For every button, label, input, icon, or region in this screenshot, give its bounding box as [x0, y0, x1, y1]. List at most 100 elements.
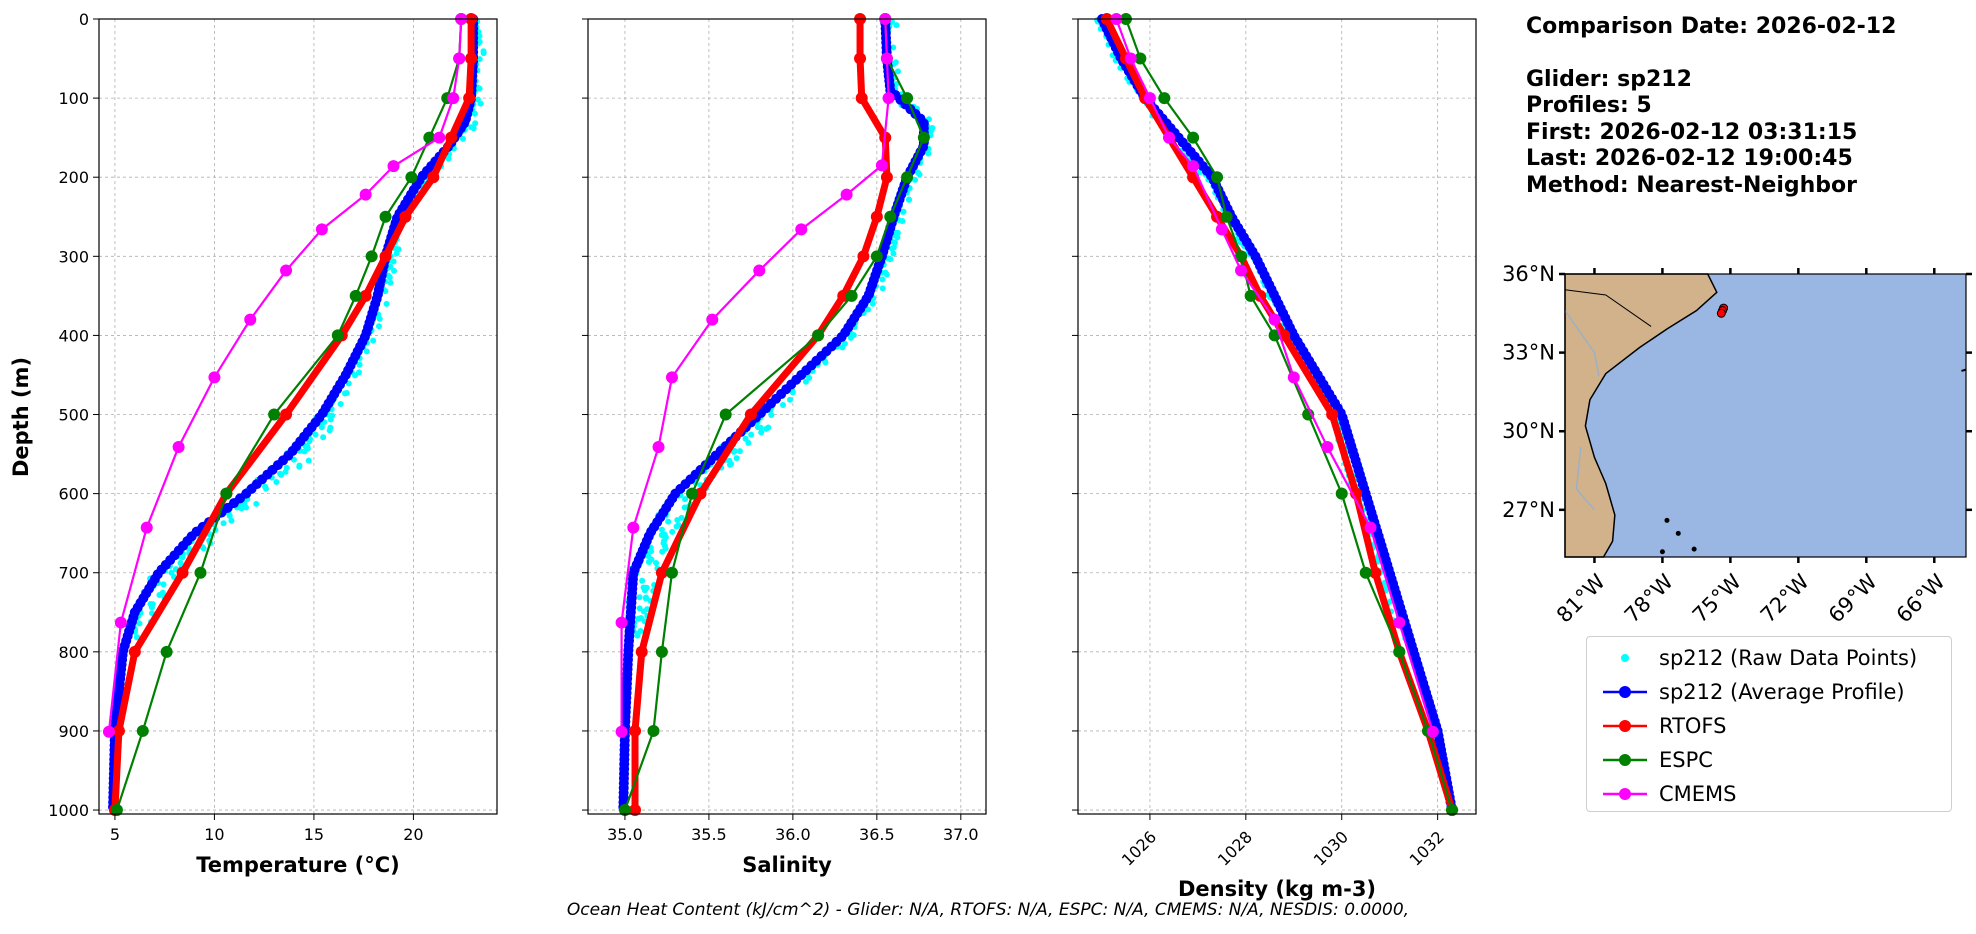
series-marker-espc — [665, 566, 678, 579]
legend-label-espc: ESPC — [1659, 748, 1713, 772]
axes-frame — [1077, 18, 1477, 815]
series-marker-espc — [1335, 487, 1348, 500]
xtick-label: 35.5 — [691, 825, 727, 844]
raw-point — [822, 359, 829, 366]
series-marker-cmems — [447, 92, 460, 105]
series-marker-rtofs — [694, 487, 707, 500]
series-marker-espc — [405, 171, 418, 184]
profile-panel-1: 0 100 200 300 400 500 600 700 800 900 1000 5 10 15 20T… — [9, 10, 498, 877]
series-marker-espc — [884, 210, 897, 223]
raw-point — [634, 632, 641, 639]
raw-point — [480, 50, 487, 57]
raw-point — [262, 485, 269, 492]
profile-count: Profiles: 5 — [1526, 93, 1652, 118]
lat-tick-label: 30°N — [1502, 419, 1555, 443]
series-marker-espc — [870, 250, 883, 263]
raw-point — [363, 348, 370, 355]
raw-point — [658, 526, 665, 533]
raw-point — [472, 120, 479, 127]
raw-point — [273, 478, 280, 485]
raw-point — [168, 569, 175, 576]
series-marker-cmems — [1215, 223, 1228, 236]
series-marker-espc — [1134, 52, 1147, 65]
raw-point — [869, 300, 876, 307]
raw-point — [387, 279, 394, 286]
raw-point — [661, 531, 668, 538]
series-marker-rtofs — [635, 645, 648, 658]
last-time: Last: 2026-02-12 19:00:45 — [1526, 146, 1853, 171]
river — [1564, 310, 1600, 377]
series-marker-cmems — [706, 313, 719, 326]
glider-position-marker — [1716, 308, 1726, 318]
legend-item-glider: sp212 (Average Profile) — [1587, 677, 1951, 707]
xtick-label: 1028 — [1214, 827, 1256, 869]
raw-point — [730, 448, 737, 455]
series-marker-rtofs — [837, 289, 850, 302]
raw-point — [879, 276, 886, 283]
raw-point — [320, 434, 327, 441]
series-marker-espc — [1158, 92, 1171, 105]
raw-point — [669, 528, 676, 535]
raw-point — [238, 505, 245, 512]
series-marker-espc — [618, 804, 631, 817]
raw-point — [779, 401, 786, 408]
legend-symbol-rtofs — [1603, 720, 1647, 732]
series-marker-espc — [1393, 645, 1406, 658]
first-time: First: 2026-02-12 03:31:15 — [1526, 119, 1858, 145]
legend-symbol-glider — [1603, 686, 1647, 698]
raw-point — [673, 523, 680, 530]
raw-point — [390, 267, 397, 274]
island — [1691, 546, 1697, 552]
raw-point — [296, 462, 303, 469]
series-marker-cmems — [840, 188, 853, 201]
series-marker-espc — [1244, 289, 1257, 302]
ytick-label: 1000 — [48, 801, 89, 820]
raw-point — [636, 605, 643, 612]
series-marker-rtofs — [427, 171, 440, 184]
series-marker-cmems — [665, 371, 678, 384]
raw-point — [745, 439, 752, 446]
series-marker-cmems — [1235, 264, 1248, 277]
series-marker-espc — [1268, 329, 1281, 342]
raw-point — [879, 285, 886, 292]
comparison-info: Comparison Date: 2026-02-12 Glider: sp212… — [1526, 14, 1896, 199]
lon-tick-label: 69°W — [1824, 569, 1882, 627]
series-marker-rtofs — [379, 250, 392, 263]
series-marker-espc — [423, 131, 436, 144]
series-marker-cmems — [315, 223, 328, 236]
series-marker-espc — [1187, 131, 1200, 144]
legend-symbol-raw — [1621, 654, 1629, 662]
series-marker-espc — [655, 645, 668, 658]
series-marker-cmems — [875, 159, 888, 172]
raw-point — [136, 620, 143, 627]
series-marker-rtofs — [399, 210, 412, 223]
raw-point — [678, 514, 685, 521]
lon-tick-label: 72°W — [1756, 569, 1814, 627]
xtick-label: 36.0 — [775, 825, 811, 844]
series-marker-cmems — [652, 440, 665, 453]
ytick-label: 700 — [58, 564, 89, 583]
island — [1675, 530, 1681, 536]
lat-tick-label: 33°N — [1502, 341, 1555, 365]
ytick-label: 800 — [58, 643, 89, 662]
series-marker-cmems — [280, 264, 293, 277]
land — [1564, 273, 1718, 558]
series-marker-espc — [331, 329, 344, 342]
xtick-label: 10 — [204, 825, 224, 844]
series-marker-espc — [647, 724, 660, 737]
series-marker-espc — [379, 210, 392, 223]
raw-point — [383, 300, 390, 307]
xtick-label: 1032 — [1406, 827, 1448, 869]
series-marker-rtofs — [445, 131, 458, 144]
raw-point — [471, 110, 478, 117]
raw-point — [889, 245, 896, 252]
legend-item-raw: sp212 (Raw Data Points) — [1587, 643, 1951, 673]
profile-panels: 0 100 200 300 400 500 600 700 800 900 1000 5 10 15 20T… — [9, 10, 1477, 901]
series-marker-espc — [194, 566, 207, 579]
series-marker-cmems — [172, 440, 185, 453]
xtick-label: 1030 — [1310, 827, 1352, 869]
raw-point — [382, 288, 389, 295]
series-marker-cmems — [1321, 440, 1334, 453]
legend-label-raw: sp212 (Raw Data Points) — [1659, 646, 1918, 670]
